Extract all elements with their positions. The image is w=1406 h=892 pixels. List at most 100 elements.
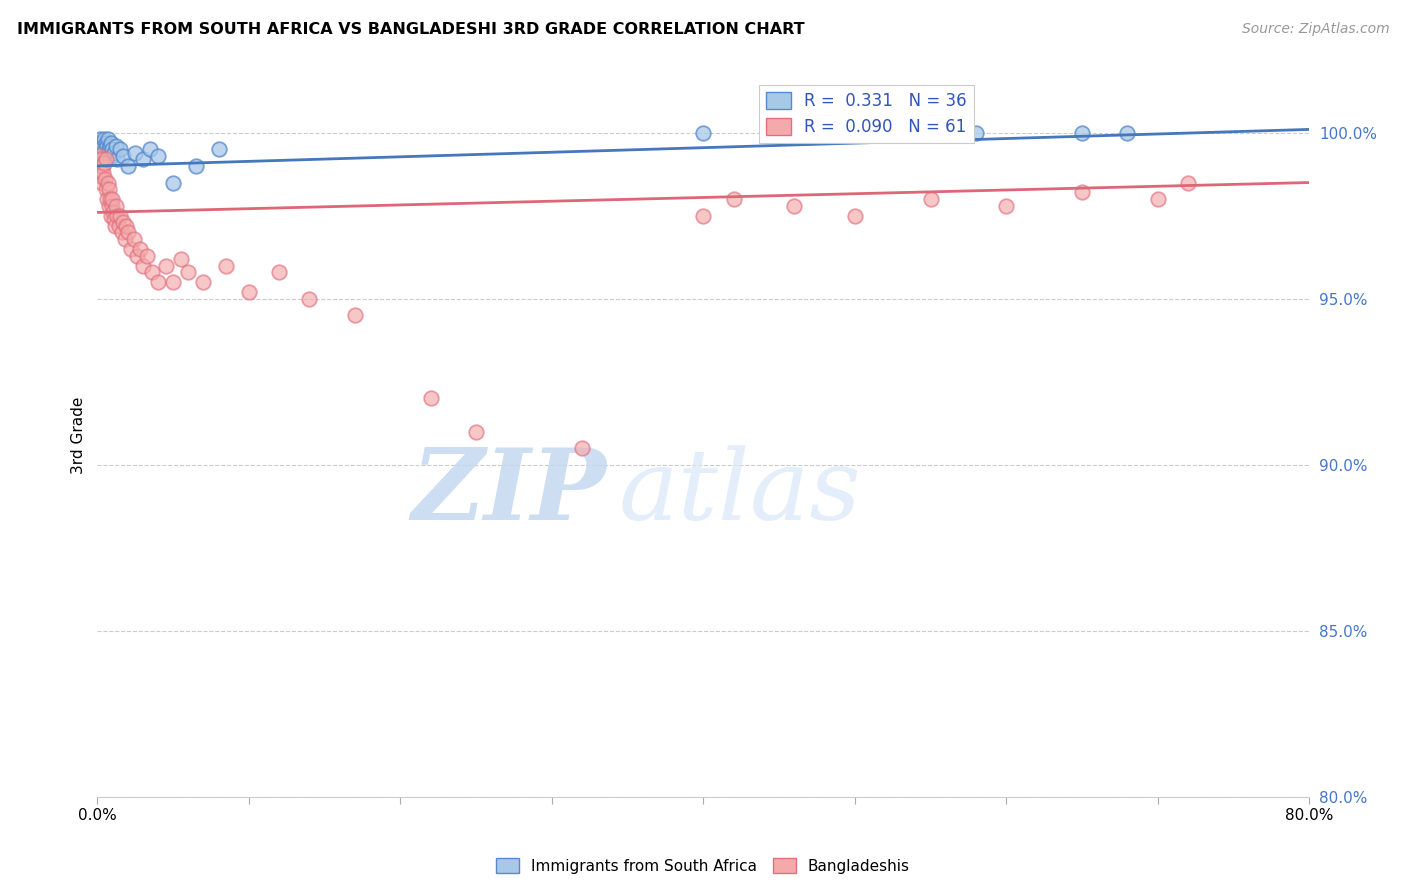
Point (110, 225, 132, 239)
Point (101, 192, 124, 206)
Point (215, 259, 238, 273)
Point (1116, 126, 1139, 140)
Point (184, 159, 207, 173)
Point (89, 139, 111, 153)
Y-axis label: 3rd Grade: 3rd Grade (72, 396, 86, 474)
Point (117, 225, 139, 239)
Point (105, 209, 128, 223)
Point (122, 232, 145, 246)
Point (97, 145, 120, 160)
Point (98, 139, 121, 153)
Point (155, 259, 177, 273)
Point (100, 136, 122, 150)
Point (1071, 126, 1094, 140)
Text: atlas: atlas (619, 445, 862, 541)
Text: Source: ZipAtlas.com: Source: ZipAtlas.com (1241, 22, 1389, 37)
Point (120, 242, 142, 256)
Point (128, 242, 150, 256)
Point (108, 209, 131, 223)
Point (193, 275, 215, 289)
Point (100, 209, 122, 223)
Point (132, 153, 155, 167)
Point (90, 176, 112, 190)
Point (692, 126, 714, 140)
Point (146, 149, 169, 163)
Point (108, 142, 131, 156)
Point (103, 205, 125, 219)
Point (1146, 192, 1168, 206)
Point (104, 139, 127, 153)
Point (96, 149, 118, 163)
Point (96, 139, 118, 153)
Point (93, 165, 115, 179)
Point (125, 249, 148, 263)
Point (93, 155, 115, 169)
Point (91, 159, 114, 173)
Point (114, 232, 136, 246)
Point (96, 192, 118, 206)
Point (298, 292, 321, 306)
Point (97, 176, 120, 190)
Point (103, 145, 125, 160)
Point (965, 126, 987, 140)
Point (124, 145, 146, 160)
Point (100, 199, 122, 213)
Point (90, 136, 112, 150)
Point (94, 182, 117, 196)
Point (90, 153, 112, 167)
Point (162, 176, 184, 190)
Point (692, 209, 714, 223)
Legend: R =  0.331   N = 36, R =  0.090   N = 61: R = 0.331 N = 36, R = 0.090 N = 61 (759, 85, 974, 143)
Point (571, 441, 593, 455)
Point (100, 149, 122, 163)
Point (91, 145, 114, 160)
Point (177, 265, 200, 279)
Point (105, 153, 128, 167)
Point (94, 136, 117, 150)
Point (783, 199, 806, 213)
Point (139, 142, 162, 156)
Point (90, 142, 112, 156)
Point (89, 169, 111, 183)
Point (104, 219, 127, 233)
Point (98, 142, 121, 156)
Point (94, 142, 117, 156)
Point (103, 212, 125, 227)
Point (115, 219, 138, 233)
Point (920, 192, 942, 206)
Point (97, 182, 120, 196)
Point (89, 132, 111, 146)
Point (1071, 186, 1094, 200)
Point (844, 126, 866, 140)
Point (844, 209, 866, 223)
Point (112, 149, 135, 163)
Point (1177, 176, 1199, 190)
Point (141, 265, 163, 279)
Point (723, 192, 745, 206)
Text: IMMIGRANTS FROM SOUTH AFRICA VS BANGLADESHI 3RD GRADE CORRELATION CHART: IMMIGRANTS FROM SOUTH AFRICA VS BANGLADE… (17, 22, 804, 37)
Point (96, 153, 118, 167)
Point (94, 172, 117, 186)
Point (89, 159, 111, 173)
Text: ZIP: ZIP (412, 444, 606, 541)
Point (465, 425, 488, 439)
Point (419, 392, 441, 406)
Point (117, 159, 139, 173)
Point (136, 249, 159, 263)
Point (343, 308, 366, 322)
Point (93, 139, 115, 153)
Point (104, 199, 127, 213)
Point (97, 132, 120, 146)
Point (93, 132, 115, 146)
Legend: Immigrants from South Africa, Bangladeshis: Immigrants from South Africa, Bangladesh… (491, 852, 915, 880)
Point (112, 215, 135, 229)
Point (207, 142, 229, 156)
Point (995, 199, 1018, 213)
Point (101, 142, 124, 156)
Point (269, 265, 291, 279)
Point (169, 252, 191, 266)
Point (98, 192, 121, 206)
Point (107, 219, 129, 233)
Point (146, 275, 169, 289)
Point (132, 259, 155, 273)
